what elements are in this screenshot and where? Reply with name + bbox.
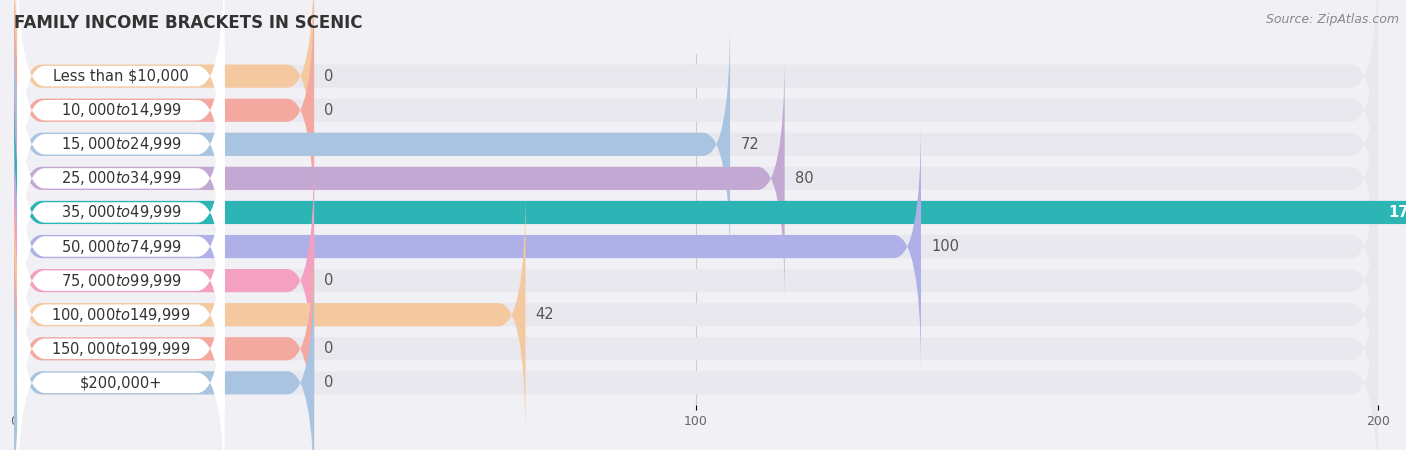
FancyBboxPatch shape [17,18,225,270]
FancyBboxPatch shape [17,223,225,450]
FancyBboxPatch shape [14,156,314,405]
FancyBboxPatch shape [14,224,314,450]
Text: $25,000 to $34,999: $25,000 to $34,999 [60,169,181,187]
Text: 0: 0 [325,69,333,84]
FancyBboxPatch shape [17,0,225,236]
FancyBboxPatch shape [14,156,1378,405]
FancyBboxPatch shape [14,122,1378,371]
Text: 80: 80 [794,171,814,186]
FancyBboxPatch shape [14,88,1406,337]
FancyBboxPatch shape [14,54,1378,303]
FancyBboxPatch shape [17,257,225,450]
FancyBboxPatch shape [14,88,1378,337]
FancyBboxPatch shape [14,20,730,269]
Text: 42: 42 [536,307,554,322]
FancyBboxPatch shape [17,52,225,305]
Text: $200,000+: $200,000+ [80,375,162,390]
FancyBboxPatch shape [14,54,785,303]
FancyBboxPatch shape [17,0,225,202]
Text: 100: 100 [931,239,959,254]
FancyBboxPatch shape [14,20,1378,269]
Text: $10,000 to $14,999: $10,000 to $14,999 [60,101,181,119]
FancyBboxPatch shape [17,86,225,338]
Text: 176: 176 [1388,205,1406,220]
FancyBboxPatch shape [14,122,921,371]
FancyBboxPatch shape [14,190,526,439]
Text: $150,000 to $199,999: $150,000 to $199,999 [51,340,191,358]
Text: Less than $10,000: Less than $10,000 [53,69,188,84]
FancyBboxPatch shape [17,189,225,441]
FancyBboxPatch shape [14,0,1378,201]
Text: $100,000 to $149,999: $100,000 to $149,999 [51,306,191,324]
FancyBboxPatch shape [17,154,225,407]
Text: $35,000 to $49,999: $35,000 to $49,999 [60,203,181,221]
FancyBboxPatch shape [14,0,314,201]
FancyBboxPatch shape [14,258,314,450]
Text: 72: 72 [741,137,759,152]
Text: $15,000 to $24,999: $15,000 to $24,999 [60,135,181,153]
FancyBboxPatch shape [17,121,225,373]
Text: 0: 0 [325,375,333,390]
Text: 0: 0 [325,341,333,356]
FancyBboxPatch shape [14,224,1378,450]
Text: $75,000 to $99,999: $75,000 to $99,999 [60,272,181,290]
Text: $50,000 to $74,999: $50,000 to $74,999 [60,238,181,256]
FancyBboxPatch shape [14,258,1378,450]
Text: 0: 0 [325,273,333,288]
FancyBboxPatch shape [14,0,314,235]
Text: FAMILY INCOME BRACKETS IN SCENIC: FAMILY INCOME BRACKETS IN SCENIC [14,14,363,32]
FancyBboxPatch shape [14,0,1378,235]
Text: 0: 0 [325,103,333,118]
Text: Source: ZipAtlas.com: Source: ZipAtlas.com [1265,14,1399,27]
FancyBboxPatch shape [14,190,1378,439]
